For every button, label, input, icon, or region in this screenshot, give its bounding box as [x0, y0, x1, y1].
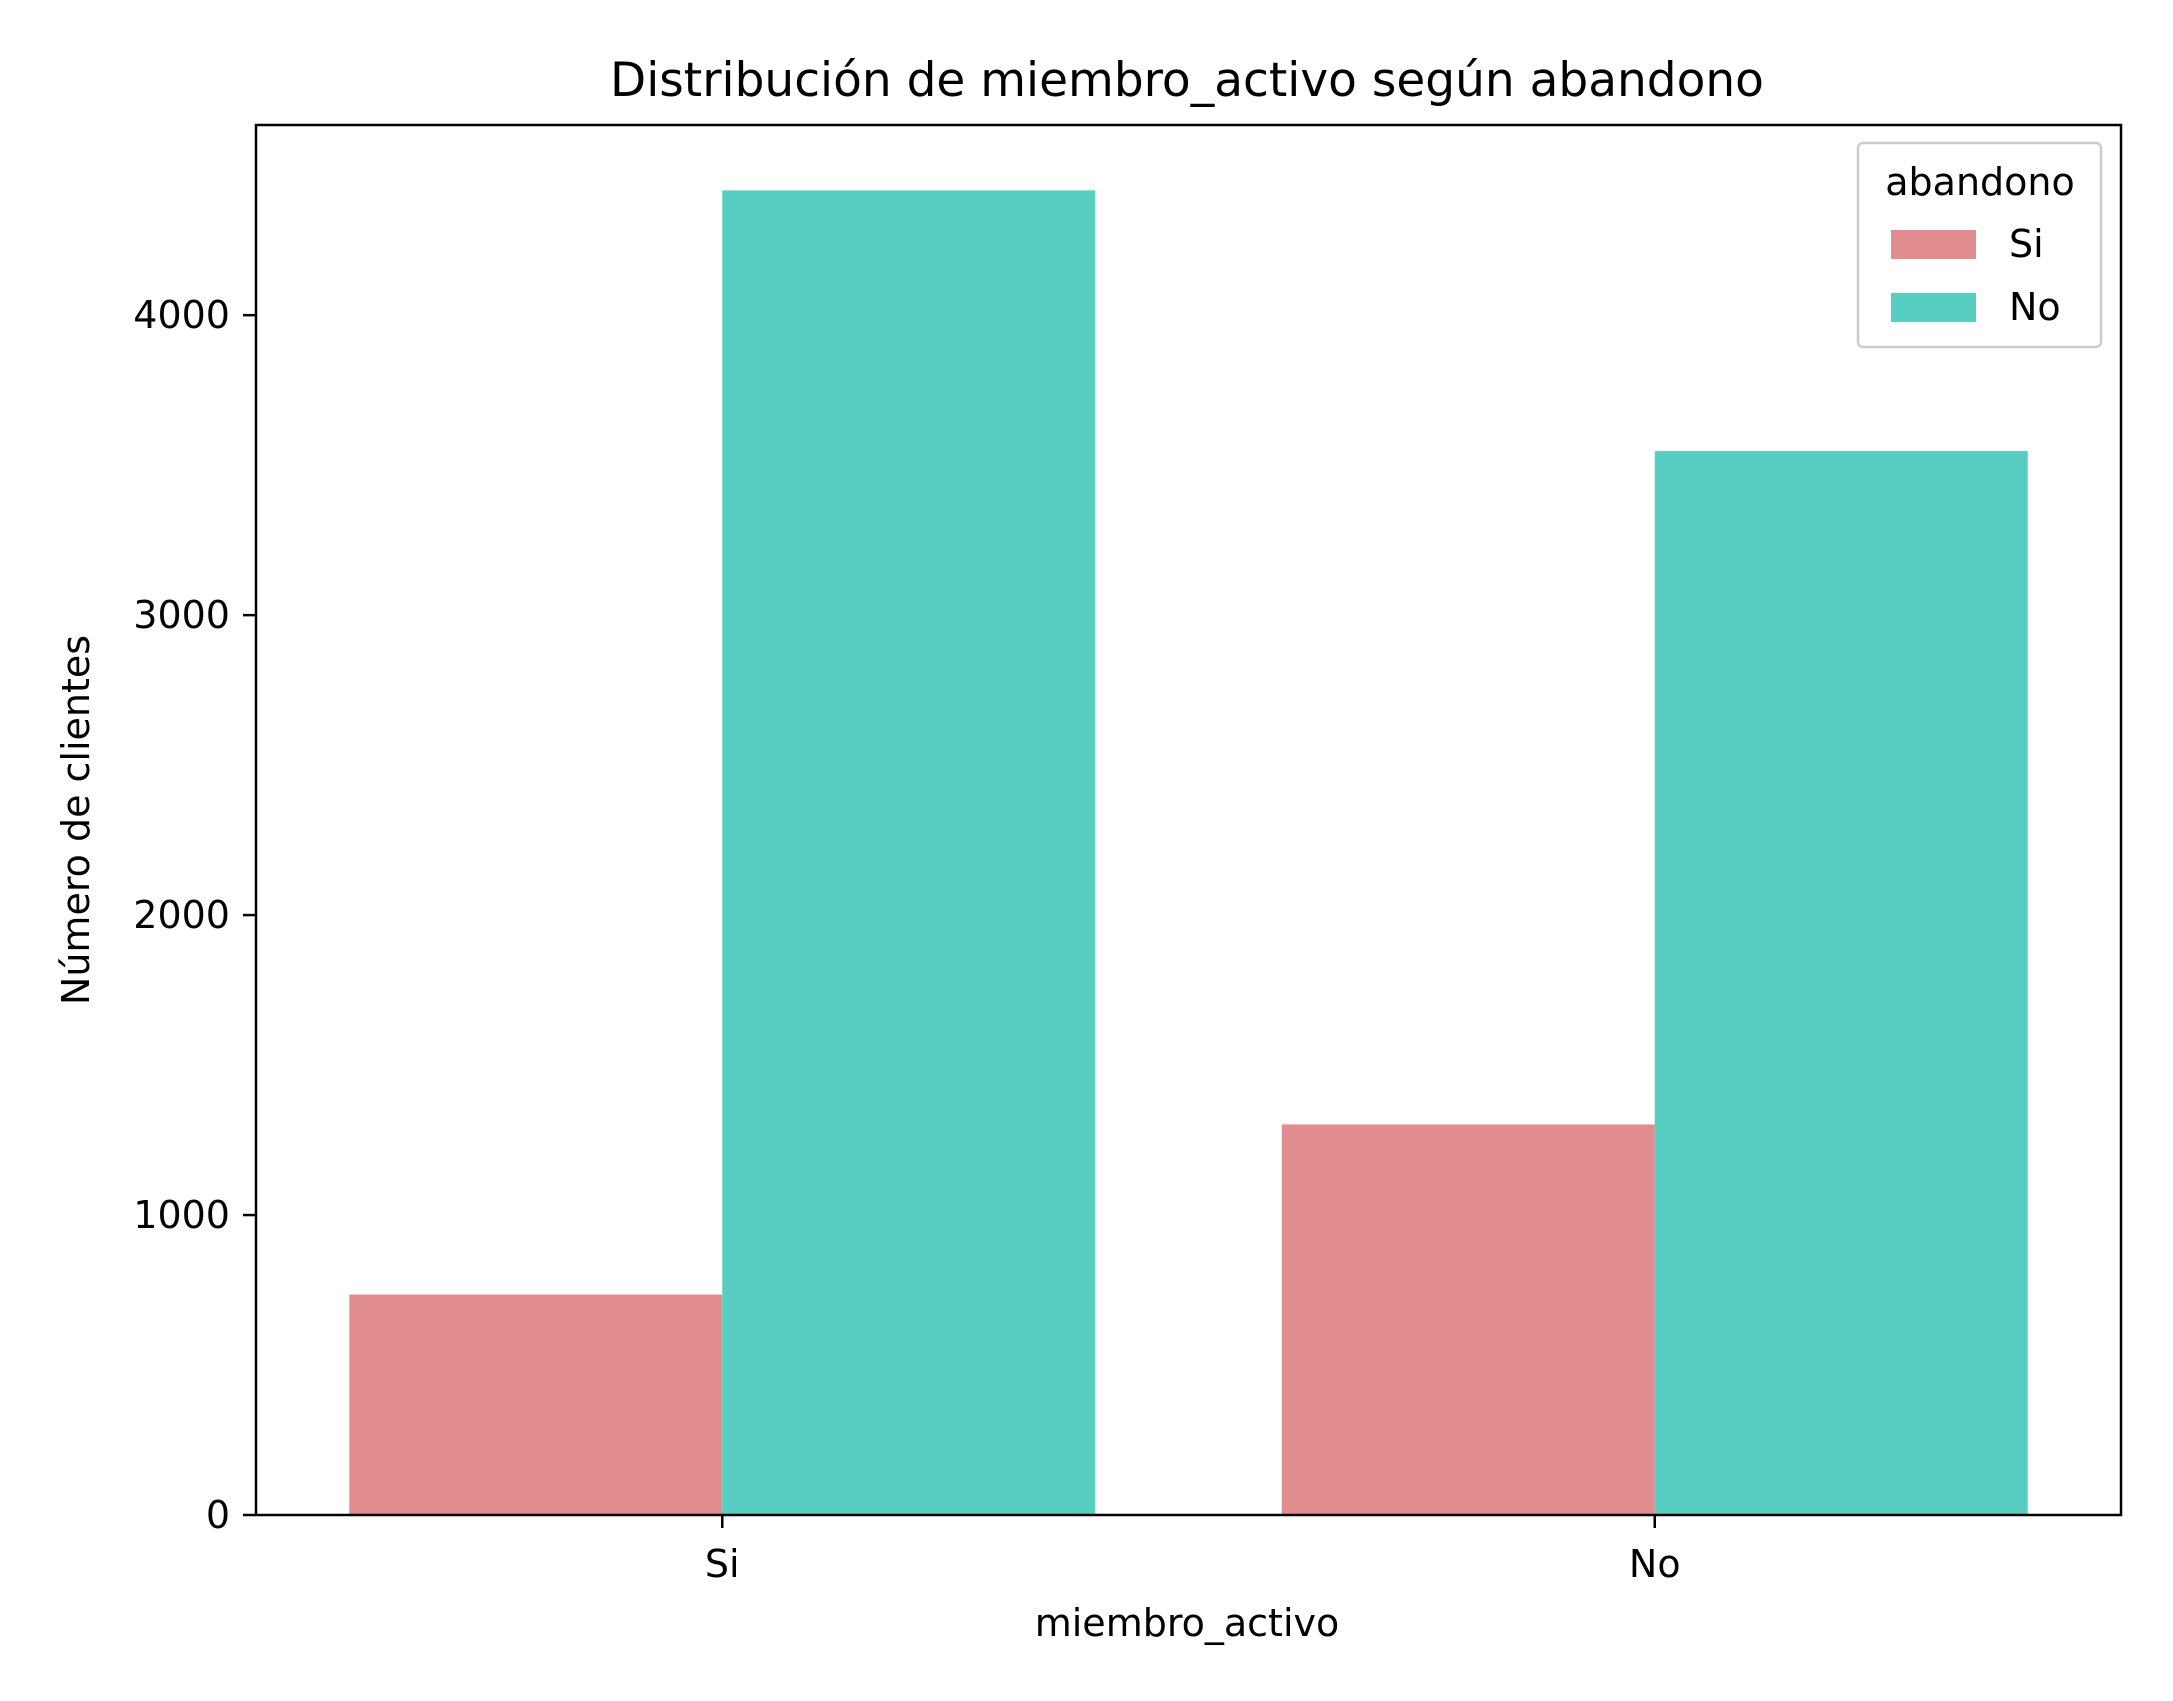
y-tick-label: 1000	[133, 1193, 230, 1237]
chart-title: Distribución de miembro_activo según aba…	[610, 53, 1764, 108]
bars-layer	[349, 190, 2028, 1515]
bar-no-abandono-no	[1654, 451, 2028, 1515]
legend: abandono Si No	[1856, 141, 2103, 349]
x-axis-ticks: Si No	[705, 1515, 1681, 1586]
bar-no-abandono-si	[1281, 1124, 1655, 1515]
legend-label-si: Si	[2009, 222, 2044, 266]
x-tick-label: Si	[705, 1542, 740, 1586]
x-tick-label: No	[1629, 1542, 1681, 1586]
legend-swatch-no	[1891, 293, 1976, 322]
y-tick-label: 3000	[133, 593, 230, 637]
legend-swatch-si	[1891, 230, 1976, 259]
legend-label-no: No	[2009, 285, 2061, 329]
y-axis-label: Número de clientes	[54, 635, 98, 1005]
x-axis-label: miembro_activo	[1035, 1601, 1340, 1645]
y-tick-label: 0	[206, 1493, 230, 1537]
bar-si-abandono-no	[722, 190, 1096, 1515]
bar-si-abandono-si	[349, 1294, 723, 1515]
legend-title: abandono	[1885, 160, 2074, 204]
y-tick-label: 4000	[133, 293, 230, 337]
y-axis-ticks: 0 1000 2000 3000 4000	[133, 293, 256, 1537]
plot-frame	[254, 123, 2123, 1517]
y-tick-label: 2000	[133, 893, 230, 937]
